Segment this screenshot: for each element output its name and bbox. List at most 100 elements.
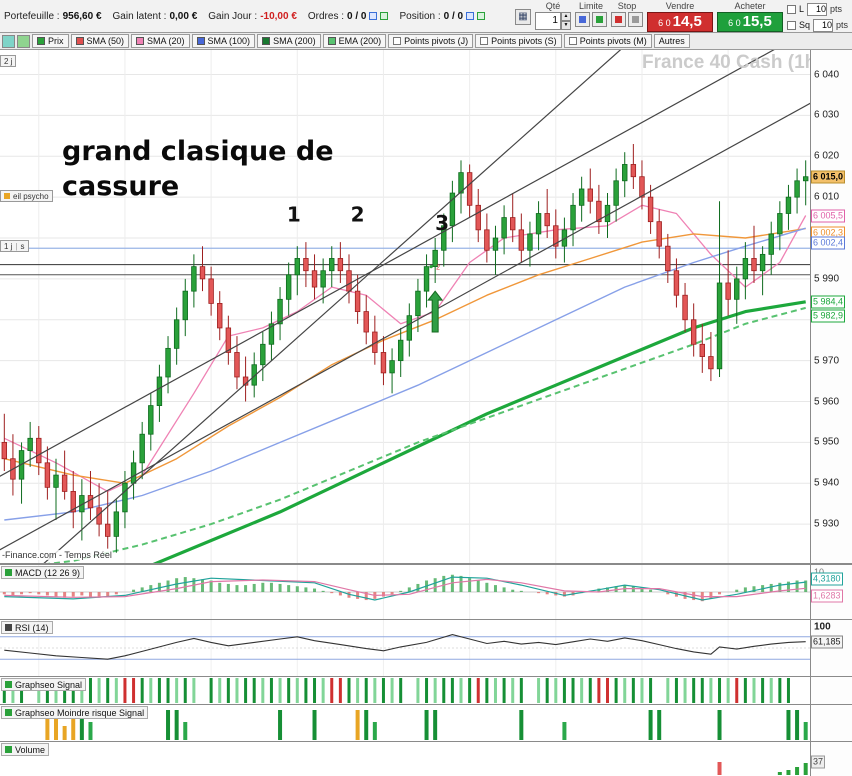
axis-tick: 6 020 bbox=[814, 150, 840, 162]
graphseo-signal-panel: Graphseo Signal bbox=[0, 677, 852, 705]
price-label: 6 002,4 bbox=[811, 236, 846, 250]
quantity-label: Qté bbox=[545, 0, 561, 11]
psycho-widget[interactable]: eil psycho bbox=[0, 190, 53, 202]
orders-config-icon[interactable] bbox=[466, 12, 475, 20]
macd-value-label: 1,6283 bbox=[811, 589, 843, 603]
buy-label: Acheter bbox=[734, 0, 766, 11]
volume-header[interactable]: Volume bbox=[1, 743, 50, 756]
toolbar-btn-sma-200[interactable]: SMA (200) bbox=[257, 34, 321, 48]
volume-canvas[interactable] bbox=[0, 742, 810, 776]
graphseo-moindre-header[interactable]: Graphseo Moindre risque Signal bbox=[1, 706, 149, 719]
rsi-axis[interactable]: 100 61,185 bbox=[810, 620, 852, 676]
stat-label: Gain Jour : bbox=[208, 10, 258, 22]
stop-order-button[interactable] bbox=[610, 11, 626, 27]
order-pad-icon[interactable]: ▦ bbox=[514, 8, 531, 25]
toolbar-btn-points-pivots-m[interactable]: Points pivots (M) bbox=[563, 34, 652, 48]
rsi-canvas[interactable] bbox=[0, 620, 810, 676]
stat-3: Ordres :0 / 0 bbox=[308, 11, 389, 22]
orders-config-icon-2[interactable] bbox=[477, 12, 486, 20]
macd-axis[interactable]: 104,3180 1,6283 bbox=[810, 565, 852, 619]
toolbar-btn-label: Points pivots (M) bbox=[579, 36, 647, 46]
rsi-header[interactable]: RSI (14) bbox=[1, 621, 53, 634]
chart-settings-icon[interactable] bbox=[17, 34, 30, 48]
volume-panel: 37 Volume bbox=[0, 742, 852, 776]
buy-price: 15,5 bbox=[742, 12, 772, 30]
toolbar-btn-label: SMA (50) bbox=[86, 36, 125, 46]
macd-value-label: 4,3180 bbox=[811, 572, 843, 586]
macd-scale-label: 10 bbox=[814, 567, 824, 577]
square-checkbox[interactable] bbox=[786, 20, 796, 30]
stat-value: -10,00 € bbox=[260, 10, 297, 22]
toolbar-btn-ema-200[interactable]: EMA (200) bbox=[322, 34, 387, 48]
price-label: 5 984,4 bbox=[811, 295, 846, 309]
quantity-up-icon[interactable]: ▲ bbox=[560, 11, 571, 21]
toolbar-btn-label: SMA (20) bbox=[147, 36, 185, 46]
toolbar-btn-prix[interactable]: Prix bbox=[32, 34, 69, 48]
period-widget[interactable]: 2 j bbox=[0, 55, 17, 67]
toolbar-btn-label: Prix bbox=[48, 36, 64, 46]
price-label: 6 015,0 bbox=[811, 170, 846, 184]
toolbar-btn-points-pivots-j[interactable]: Points pivots (J) bbox=[388, 34, 474, 48]
stat-0: Portefeuille :956,60 € bbox=[4, 11, 102, 22]
limit-order-button-2[interactable] bbox=[591, 11, 607, 27]
toolbar-btn-sma-100[interactable]: SMA (100) bbox=[191, 34, 256, 48]
quantity-down-icon[interactable]: ▼ bbox=[560, 20, 571, 30]
psycho-icon bbox=[4, 193, 10, 199]
candlestick-canvas[interactable]: 2 1 2 3 bbox=[0, 50, 810, 563]
macd-icon bbox=[5, 569, 12, 576]
price-label: 6 005,5 bbox=[811, 209, 846, 223]
volume-axis[interactable]: 37 bbox=[810, 742, 852, 776]
user-annotation-text[interactable]: grand clasique de cassure bbox=[62, 136, 334, 203]
sell-label: Vendre bbox=[665, 0, 695, 11]
limit-order-button[interactable] bbox=[574, 11, 590, 27]
toolbar-btn-points-pivots-s[interactable]: Points pivots (S) bbox=[475, 34, 562, 48]
stop-order-button-2[interactable] bbox=[627, 11, 643, 27]
macd-header[interactable]: MACD (12 26 9) bbox=[1, 566, 85, 579]
buy-button[interactable]: 6 0 15,5 bbox=[716, 11, 783, 32]
checkbox-icon bbox=[480, 37, 489, 45]
rsi-icon bbox=[5, 624, 12, 631]
toolbar-btn-label: Points pivots (J) bbox=[404, 36, 469, 46]
chart-type-icon[interactable] bbox=[2, 34, 15, 48]
account-toolbar: Portefeuille :956,60 € Gain latent :0,00 … bbox=[0, 0, 852, 33]
stat-value: 956,60 € bbox=[62, 10, 102, 22]
indicator-toolbar: Prix SMA (50) SMA (20) SMA (100) SMA (200) EM… bbox=[0, 33, 852, 50]
toolbar-btn-autres[interactable]: Autres bbox=[653, 34, 690, 48]
macd-canvas[interactable] bbox=[0, 565, 810, 619]
pts-unit-label-2: pts bbox=[835, 20, 848, 30]
axis-tick: 5 960 bbox=[814, 396, 840, 407]
graphseo-moindre-panel: Graphseo Moindre risque Signal bbox=[0, 705, 852, 742]
limit-icon-2 bbox=[595, 15, 603, 23]
toolbar-btn-label: SMA (200) bbox=[273, 36, 316, 46]
toolbar-btn-sma-20[interactable]: SMA (20) bbox=[131, 34, 190, 48]
graphseo-signal-axis bbox=[810, 677, 852, 704]
toolbar-btn-label: SMA (100) bbox=[207, 36, 251, 46]
swatch-icon bbox=[327, 37, 336, 45]
orders-config-icon[interactable] bbox=[369, 12, 378, 20]
main-chart-plot[interactable]: 2 1 2 3 France 40 Cash (1h) grand clasique … bbox=[0, 50, 810, 563]
l-pts-input[interactable] bbox=[806, 2, 827, 16]
instrument-watermark: France 40 Cash (1h) bbox=[642, 52, 810, 73]
toolbar-btn-sma-50[interactable]: SMA (50) bbox=[70, 34, 130, 48]
swatch-icon bbox=[136, 37, 145, 45]
macd-title: MACD (12 26 9) bbox=[15, 567, 81, 578]
quantity-input[interactable] bbox=[534, 11, 561, 30]
axis-tick: 5 940 bbox=[814, 477, 840, 489]
graphseo-signal-canvas[interactable] bbox=[0, 677, 810, 704]
svg-text:2: 2 bbox=[351, 203, 365, 227]
buy-price-prefix: 6 0 bbox=[728, 17, 741, 28]
swatch-icon bbox=[37, 37, 45, 45]
stat-value: 0 / 0 bbox=[347, 10, 367, 22]
limit-checkbox[interactable] bbox=[786, 4, 796, 14]
sell-button[interactable]: 6 0 14,5 bbox=[646, 11, 713, 32]
timeframe-widget[interactable]: 1 j | s bbox=[0, 240, 29, 252]
graphseo-signal-header[interactable]: Graphseo Signal bbox=[1, 678, 87, 691]
axis-tick: 6 030 bbox=[814, 109, 840, 121]
orders-config-icon-2[interactable] bbox=[380, 12, 389, 20]
limit-column: Limite bbox=[574, 1, 607, 27]
graphseo-signal-icon bbox=[5, 681, 12, 688]
rsi-title: RSI (14) bbox=[15, 622, 49, 633]
sq-pts-input[interactable] bbox=[812, 18, 833, 32]
buy-column: Acheter 6 0 15,5 bbox=[716, 0, 783, 32]
